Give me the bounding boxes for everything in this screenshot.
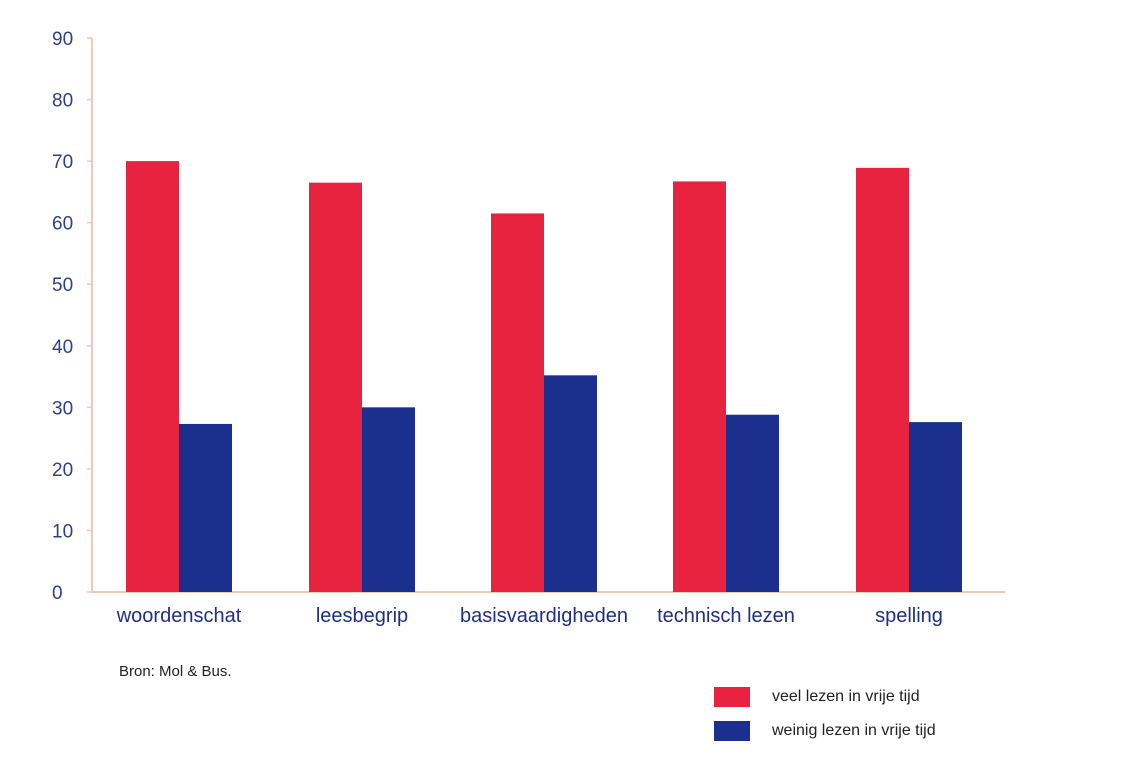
- bar-veel: [673, 181, 726, 592]
- legend-label-weinig: weinig lezen in vrije tijd: [772, 722, 936, 739]
- y-tick-label: 50: [52, 275, 73, 296]
- y-tick-label: 90: [52, 29, 73, 50]
- y-tick-label: 20: [52, 460, 73, 481]
- bar-weinig: [544, 375, 597, 592]
- y-tick-label: 70: [52, 152, 73, 173]
- legend-swatch-veel: [714, 687, 750, 707]
- bar-weinig: [179, 423, 232, 592]
- y-tick-label: 60: [52, 214, 73, 235]
- bar-veel: [309, 182, 362, 592]
- legend-item-weinig: weinig lezen in vrije tijd: [714, 718, 936, 744]
- x-tick-label: basisvaardigheden: [460, 605, 628, 627]
- x-tick-label: technisch lezen: [657, 605, 795, 627]
- y-tick-label: 0: [52, 583, 63, 604]
- y-tick-label: 40: [52, 337, 73, 358]
- legend: veel lezen in vrije tijd weinig lezen in…: [714, 684, 936, 752]
- bar-veel: [491, 213, 544, 592]
- x-tick-label: woordenschat: [116, 605, 242, 627]
- bar-weinig: [909, 422, 962, 592]
- source-note: Bron: Mol & Bus.: [119, 663, 232, 680]
- bar-weinig: [726, 414, 779, 592]
- legend-item-veel: veel lezen in vrije tijd: [714, 684, 936, 710]
- bar-veel: [126, 161, 179, 592]
- bar-veel: [856, 167, 909, 593]
- y-tick-label: 80: [52, 91, 73, 112]
- x-tick-label: spelling: [875, 605, 943, 627]
- legend-swatch-weinig: [714, 721, 750, 741]
- y-tick-label: 30: [52, 398, 73, 419]
- bar-weinig: [362, 407, 415, 592]
- x-tick-label: leesbegrip: [316, 605, 408, 627]
- y-tick-label: 10: [52, 521, 73, 542]
- legend-label-veel: veel lezen in vrije tijd: [772, 688, 920, 705]
